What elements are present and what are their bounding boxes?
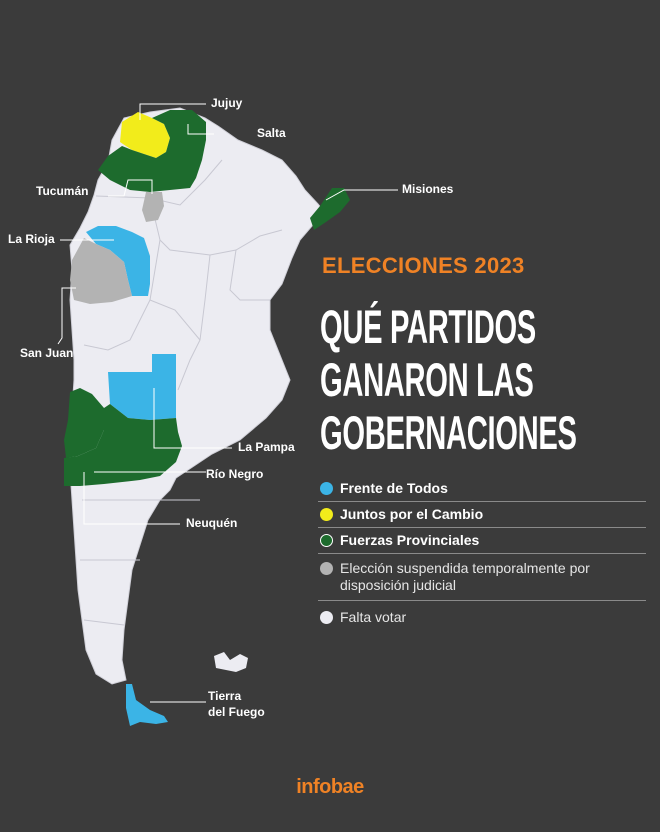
legend: Frente de Todos Juntos por el Cambio Fue… (318, 476, 646, 630)
headline-line-3: GOBERNACIONES (320, 406, 577, 459)
label-jujuy: Jujuy (211, 96, 243, 110)
legend-item-juntos-por-el-cambio: Juntos por el Cambio (318, 502, 646, 528)
misiones-region (310, 188, 350, 230)
label-tierra-del-fuego: Tierra del Fuego (208, 688, 265, 720)
argentina-mainland (69, 107, 327, 685)
san-juan-region (70, 238, 132, 304)
legend-item-fuerzas-provinciales: Fuerzas Provinciales (318, 528, 646, 554)
legend-item-eleccion-suspendida: Elección suspendida temporalmente por di… (318, 554, 646, 601)
la-pampa-region (108, 354, 176, 420)
label-san-juan: San Juan (20, 346, 74, 360)
malvinas-islands (214, 652, 248, 672)
label-tucuman: Tucumán (36, 184, 89, 198)
province-borders (80, 159, 283, 626)
legend-item-frente-de-todos: Frente de Todos (318, 476, 646, 502)
legend-swatch-gray (320, 562, 333, 575)
rio-negro-region (64, 404, 182, 486)
label-tierra-del-fuego-line2: del Fuego (208, 705, 265, 719)
legend-label: Elección suspendida temporalmente por di… (340, 560, 590, 593)
legend-swatch-blue (320, 482, 333, 495)
headline-line-1: QUÉ PARTIDOS (320, 300, 536, 353)
legend-swatch-yellow (320, 508, 333, 521)
la-rioja-region (86, 226, 150, 296)
legend-swatch-green (320, 534, 333, 547)
label-leader-lines (57, 103, 398, 703)
legend-item-falta-votar: Falta votar (318, 601, 646, 630)
brand-logo: infobae (296, 776, 364, 798)
neuquen-region (64, 388, 104, 458)
tierra-del-fuego-region (126, 684, 168, 726)
legend-label: Frente de Todos (340, 480, 448, 496)
headline-line-2: GANARON LAS (320, 353, 534, 406)
label-tierra-del-fuego-line1: Tierra (208, 689, 242, 703)
label-salta: Salta (257, 126, 286, 140)
label-neuquen: Neuquén (186, 516, 238, 530)
label-rio-negro: Río Negro (206, 467, 264, 481)
salta-region (98, 110, 206, 192)
label-la-pampa: La Pampa (238, 440, 295, 454)
legend-label: Falta votar (340, 609, 407, 625)
legend-label: Juntos por el Cambio (340, 506, 484, 522)
legend-swatch-white (320, 611, 333, 624)
tucuman-region (142, 192, 164, 222)
subtitle: ELECCIONES 2023 (322, 253, 525, 278)
jujuy-region (120, 112, 170, 158)
label-misiones: Misiones (402, 182, 454, 196)
legend-label: Fuerzas Provinciales (340, 532, 480, 548)
label-la-rioja: La Rioja (8, 232, 55, 246)
headline: QUÉ PARTIDOS GANARON LAS GOBERNACIONES (320, 300, 577, 459)
